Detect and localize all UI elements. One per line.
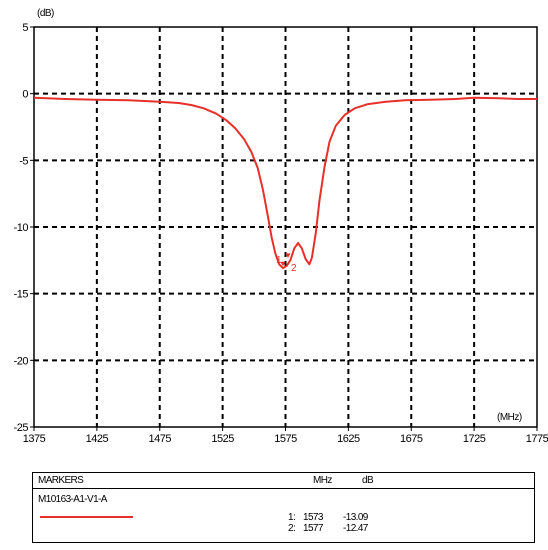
y-tick-label: 5 xyxy=(22,22,28,34)
trace-color-swatch xyxy=(40,516,133,518)
x-tick-label: 1725 xyxy=(463,433,486,445)
marker-1-triangle xyxy=(280,261,286,267)
y-tick-label: -15 xyxy=(14,289,29,301)
y-tick-label: 0 xyxy=(22,89,28,101)
marker-col-freq: MHz xyxy=(313,475,332,486)
marker-1-label: 1: xyxy=(288,512,296,523)
marker-2-triangle xyxy=(285,253,291,258)
x-tick-label: 1375 xyxy=(23,433,46,445)
x-tick-label: 1625 xyxy=(337,433,360,445)
marker-table-header: MARKERS MHz dB xyxy=(33,473,534,489)
x-axis-unit-label: (MHz) xyxy=(497,412,522,423)
marker-1-freq: 1573 xyxy=(303,512,323,523)
marker-1-label: 1 xyxy=(276,255,282,266)
marker-col-db: dB xyxy=(362,475,374,486)
y-axis-unit-label: (dB) xyxy=(37,8,54,19)
x-tick-label: 1775 xyxy=(526,433,548,445)
rejection-chart: 5 0 -5 -10 -15 -20 -25 1375 1425 1475 1525 1575 162… xyxy=(14,8,548,445)
series-line xyxy=(33,96,537,270)
grid-lines xyxy=(34,27,537,427)
marker-table-title: MARKERS xyxy=(38,475,84,486)
marker-2-freq: 1577 xyxy=(303,523,323,534)
y-axis: 5 0 -5 -10 -15 -20 -25 xyxy=(14,22,34,434)
markers: 12 xyxy=(276,253,297,274)
y-tick-label: -10 xyxy=(14,222,29,234)
marker-2-label: 2 xyxy=(291,263,297,274)
x-tick-label: 1675 xyxy=(400,433,423,445)
marker-2-db: -12.47 xyxy=(343,523,368,534)
y-tick-label: -25 xyxy=(14,422,29,434)
trace-name: M10163-A1-V1-A xyxy=(38,494,107,505)
y-tick-label: -20 xyxy=(14,355,29,367)
y-tick-label: -5 xyxy=(19,155,28,167)
marker-2-label: 2: xyxy=(288,523,296,534)
x-tick-label: 1425 xyxy=(86,433,109,445)
x-tick-label: 1475 xyxy=(149,433,172,445)
marker-table: MARKERS MHz dB M10163-A1-V1-A 1: 1573 -1… xyxy=(32,472,535,543)
x-tick-label: 1525 xyxy=(211,433,234,445)
x-tick-label: 1575 xyxy=(274,433,297,445)
x-axis: 1375 1425 1475 1525 1575 1625 1675 1725 1775 xyxy=(23,427,548,445)
marker-1-db: -13.09 xyxy=(343,512,368,523)
